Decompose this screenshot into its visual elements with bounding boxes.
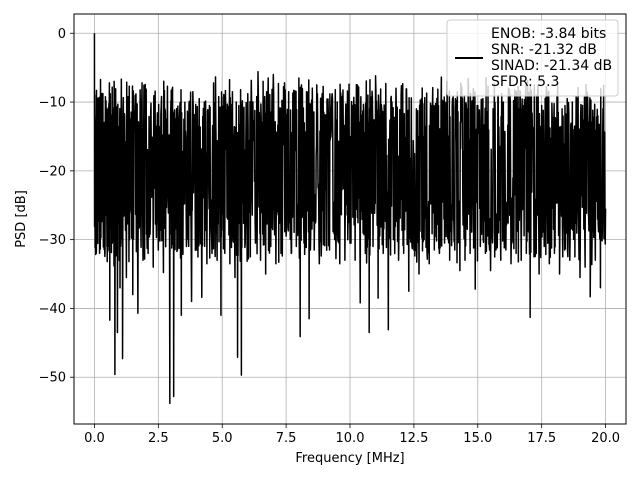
legend: ENOB: -3.84 bits SNR: -21.32 dB SINAD: -… (446, 19, 619, 97)
x-tick-label: 10.0 (336, 431, 365, 446)
x-tick-label: 20.0 (591, 431, 620, 446)
x-tick-label: 12.5 (399, 431, 428, 446)
y-tick-label: −30 (39, 233, 66, 248)
legend-box (446, 19, 619, 97)
psd-trace-line (93, 33, 607, 405)
x-tick-label: 15.0 (463, 431, 492, 446)
legend-text-sfdr: SFDR: 5.3 (491, 74, 559, 90)
x-tick-label: 5.0 (212, 431, 233, 446)
y-tick-label: −10 (39, 96, 66, 111)
x-tick-label: 0.0 (84, 431, 105, 446)
y-tick-label: 0 (58, 27, 66, 42)
y-tick-label: −40 (39, 302, 66, 317)
psd-trace-group (93, 33, 607, 405)
x-tick-label: 7.5 (276, 431, 297, 446)
x-tick-label: 17.5 (527, 431, 556, 446)
y-tick-label: −20 (39, 164, 66, 179)
y-tick-label: −50 (39, 371, 66, 386)
y-axis-label: PSD [dB] (14, 190, 29, 248)
axis-ticks: 0.0 2.5 5.0 7.5 10.0 12.5 15.0 17.5 20.0 0 −10 −20 −… (39, 27, 620, 446)
x-tick-label: 2.5 (148, 431, 169, 446)
legend-text-enob: ENOB: -3.84 bits (491, 26, 606, 42)
x-axis-label: Frequency [MHz] (295, 451, 404, 466)
legend-text-sinad: SINAD: -21.34 dB (491, 58, 612, 74)
legend-text-snr: SNR: -21.32 dB (491, 42, 597, 58)
